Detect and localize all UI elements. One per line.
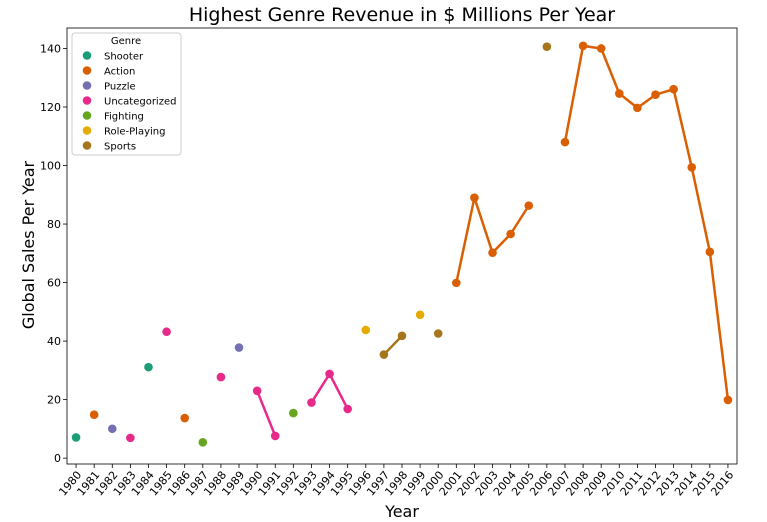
series-line-2009-2010 [600,48,621,95]
point-1985 [162,327,171,337]
x-axis-label: Year [384,502,419,521]
point-2013 [669,84,678,94]
point-1999 [415,310,425,320]
point-2015 [705,247,715,257]
series-line-2007-2008 [563,45,585,143]
legend-marker-fighting [82,111,92,120]
point-2005 [524,201,534,210]
legend-label-uncategorized: Uncategorized [104,97,176,108]
point-1991 [270,431,280,441]
point-2010 [614,89,624,98]
series-line-2013-2014 [672,88,693,168]
legend-marker-sports [82,141,92,150]
point-2007 [560,137,570,147]
point-2009 [596,44,606,53]
point-2004 [506,229,515,239]
point-1984 [144,362,153,372]
point-1986 [180,413,190,423]
legend-label-action: Action [104,67,135,78]
series-line-1997-1998 [382,334,403,356]
point-2001 [452,278,461,288]
y-tick-label-40: 40 [47,335,61,348]
point-1980 [71,433,81,442]
legend-label-shooter: Shooter [104,52,144,63]
y-tick-label-100: 100 [40,160,61,173]
legend-label-role-playing: Role-Playing [104,127,165,138]
point-1993 [307,398,316,407]
point-1992 [289,408,298,418]
y-tick-label-20: 20 [47,394,61,407]
legend-label-puzzle: Puzzle [104,82,136,93]
series-line-2015-2016 [708,251,730,401]
series-line-1990-1991 [255,390,277,437]
point-2002 [470,193,479,203]
series-line-2004-2005 [509,204,530,235]
point-1997 [379,350,389,359]
chart-title: Highest Genre Revenue in $ Millions Per … [189,4,615,26]
point-1990 [252,386,262,396]
point-2014 [687,162,697,172]
legend: Genre Shooter Action Puzzle Uncategorized Fi… [71,32,182,156]
legend-marker-puzzle [82,81,92,90]
point-1989 [234,343,244,352]
point-2003 [488,248,497,258]
point-2000 [433,329,443,338]
y-axis-label: Global Sales Per Year [19,160,38,329]
point-1982 [107,424,117,434]
legend-marker-action [82,66,92,75]
series-line-2002-2003 [473,197,494,254]
plot-area: 0204060801001201401980198119821983198419… [40,27,738,498]
y-tick-label-80: 80 [47,218,61,231]
series-line-1993-1994 [310,373,331,404]
y-tick-label-120: 120 [40,101,61,114]
point-1988 [216,372,226,382]
legend-box [71,32,182,156]
y-tick-label-60: 60 [47,277,61,290]
legend-marker-role-playing [82,126,92,135]
point-1998 [397,331,407,341]
point-2006 [542,42,552,52]
legend-marker-uncategorized [82,96,92,105]
point-1996 [361,325,371,335]
point-2008 [578,41,588,51]
point-2012 [651,90,660,100]
y-tick-label-0: 0 [54,452,61,465]
series-line-1994-1995 [328,373,349,410]
point-1994 [325,369,334,379]
legend-label-fighting: Fighting [104,112,144,123]
point-1987 [198,438,208,447]
legend-marker-shooter [82,51,92,60]
legend-label-sports: Sports [104,142,136,153]
point-1981 [89,410,99,420]
series-line-2003-2004 [491,233,512,254]
point-1983 [126,433,135,443]
series-line-2001-2002 [455,197,476,284]
point-2011 [633,103,642,113]
series-line-2014-2015 [690,167,712,253]
legend-title: Genre [111,36,141,47]
point-1995 [343,404,352,414]
y-tick-label-140: 140 [40,42,61,55]
point-2016 [723,395,733,405]
